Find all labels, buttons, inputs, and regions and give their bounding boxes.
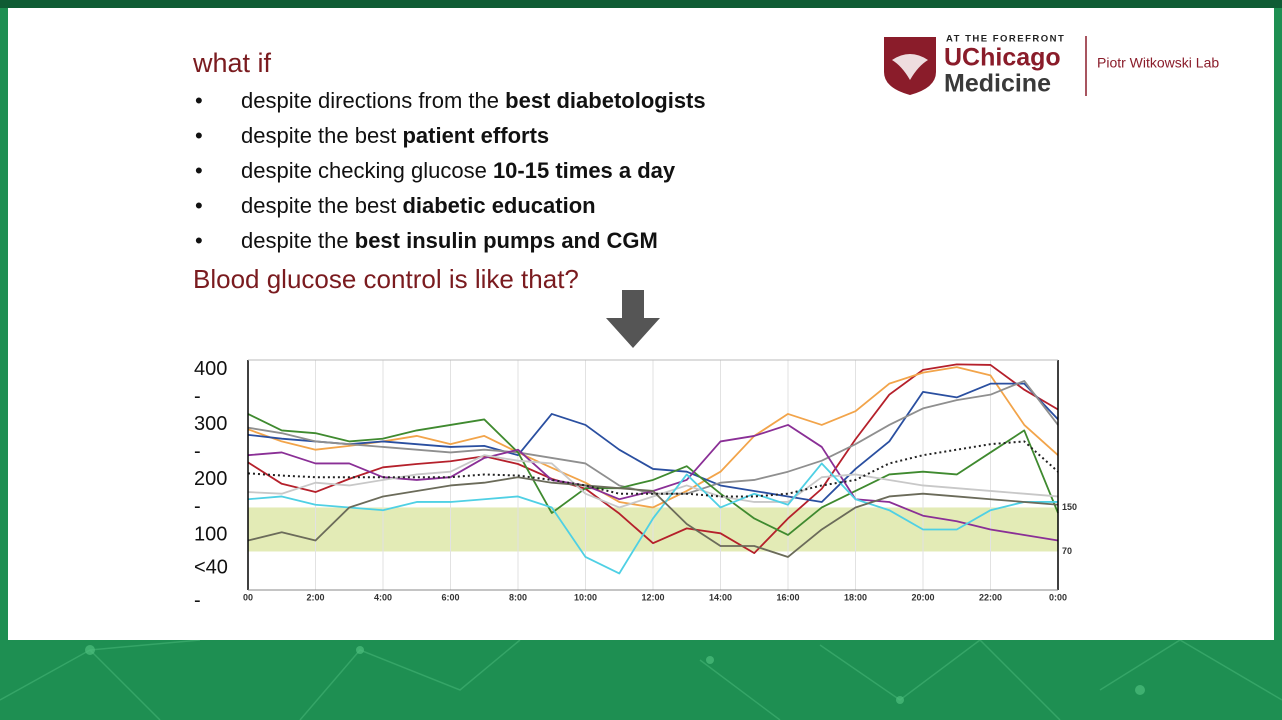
y-tick-label: -: [194, 496, 201, 518]
series-line: [247, 454, 1059, 509]
bullet-dot: •: [195, 228, 203, 253]
x-tick-label: 2:00: [306, 592, 324, 602]
x-tick-label: 0:00: [1049, 592, 1067, 602]
y-tick-label: <40: [194, 556, 228, 578]
x-tick-label: 14:00: [709, 592, 732, 602]
bullet-dot: •: [195, 123, 203, 148]
bullet-text: despite directions from the best diabeto…: [241, 88, 706, 114]
logo-name: UChicago: [944, 44, 1061, 72]
bullet-plain: despite the best: [241, 193, 403, 218]
series-line: [247, 363, 1059, 555]
x-tick-label: 4:00: [374, 592, 392, 602]
x-tick-label: 8:00: [509, 592, 527, 602]
x-tick-label: 18:00: [844, 592, 867, 602]
y-tick-label: -: [194, 441, 201, 463]
heading: what if: [193, 48, 272, 78]
lab-name: Piotr Witkowski Lab: [1097, 55, 1219, 71]
y-tick-label: -: [194, 589, 201, 611]
bullet-plain: despite checking glucose: [241, 158, 493, 183]
y-tick-label: 200: [194, 468, 227, 490]
bullet-bold: diabetic education: [402, 193, 596, 218]
bullet-plain: despite directions from the: [241, 88, 506, 113]
y-tick-label: 100: [194, 523, 227, 545]
bullet-bold: 10-15 times a day: [492, 158, 676, 183]
y-tick-label: 400: [194, 358, 227, 380]
y2-tick-label: 150: [1062, 502, 1077, 512]
x-tick-label: 6:00: [441, 592, 459, 602]
bullet-text: despite checking glucose 10-15 times a d…: [241, 158, 675, 184]
bullet-dot: •: [195, 193, 203, 218]
bullet-bold: best insulin pumps and CGM: [354, 228, 658, 253]
x-tick-label: 10:00: [574, 592, 597, 602]
series-line: [247, 440, 1059, 498]
x-tick-label: 22:00: [979, 592, 1002, 602]
y-tick-label: 300: [194, 413, 227, 435]
bullet-text: despite the best patient efforts: [241, 123, 549, 149]
x-tick-label: 12:00: [641, 592, 664, 602]
series-line: [247, 413, 1059, 536]
y-tick-label: -: [194, 386, 201, 408]
bullet-dot: •: [195, 88, 203, 113]
x-tick-label: 16:00: [776, 592, 799, 602]
series-line: [247, 382, 1059, 503]
logo: AT THE FOREFRONT UChicago Medicine Piotr…: [884, 34, 1219, 98]
bullet-dot: •: [195, 158, 203, 183]
series-line: [247, 462, 1058, 575]
bullet-text: despite the best insulin pumps and CGM: [241, 228, 658, 254]
bullet-bold: best diabetologists: [505, 88, 706, 113]
bullet-text: despite the best diabetic education: [241, 193, 596, 219]
logo-name: Medicine: [944, 70, 1051, 98]
logo-tagline: AT THE FOREFRONT: [946, 34, 1065, 45]
x-tick-label: 20:00: [911, 592, 934, 602]
bullet-plain: despite the best: [241, 123, 403, 148]
down-arrow: [606, 290, 660, 348]
x-tick-label: 00: [243, 592, 253, 602]
y2-tick-label: 70: [1062, 546, 1072, 556]
bullet-plain: despite the: [241, 228, 355, 253]
bullet-bold: patient efforts: [402, 123, 550, 148]
question: Blood glucose control is like that?: [193, 264, 579, 294]
series-line: [247, 476, 1059, 558]
